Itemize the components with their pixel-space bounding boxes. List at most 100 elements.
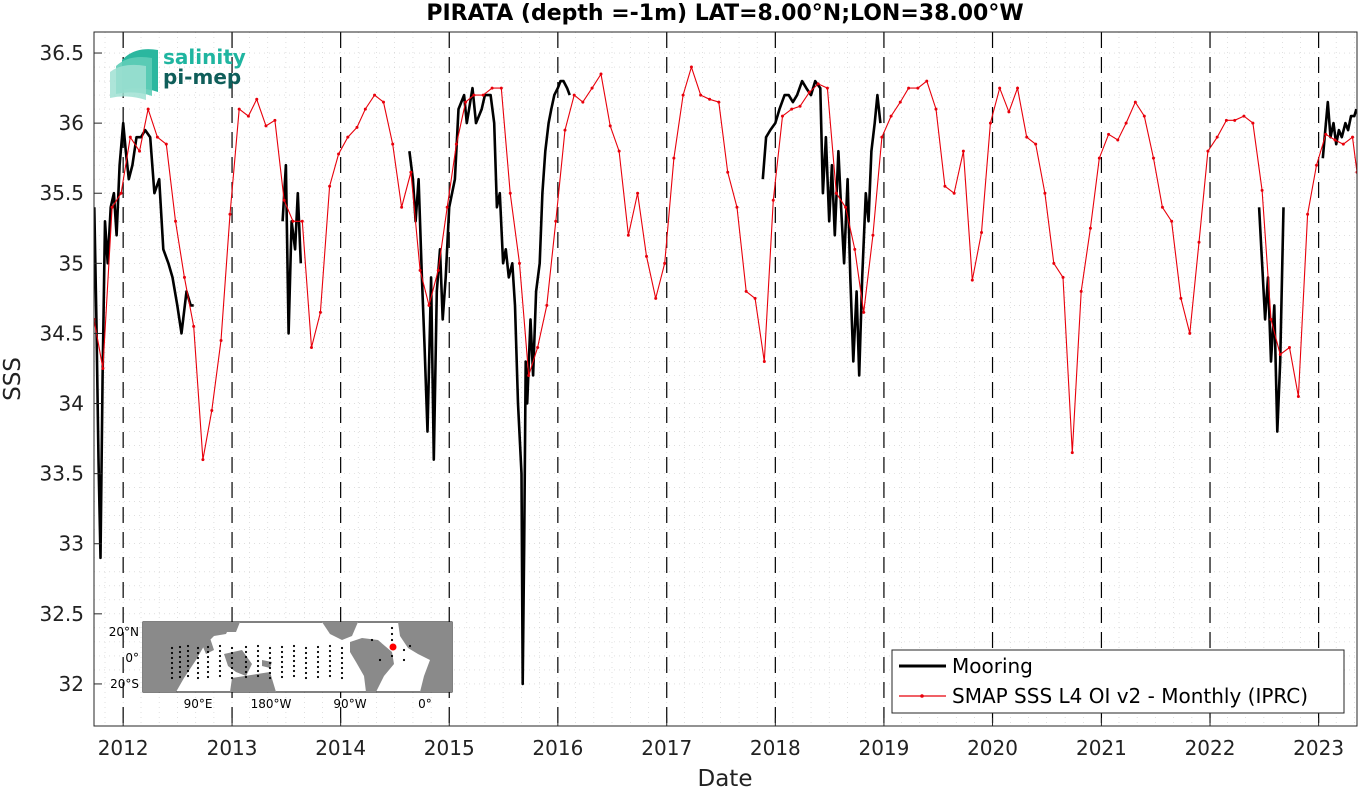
smap-point (1278, 352, 1282, 356)
inset-map-dot (178, 645, 182, 649)
smap-point (907, 86, 911, 90)
inset-map-dot (316, 675, 320, 679)
inset-map-dot (408, 644, 412, 648)
y-tick-label: 32.5 (39, 602, 84, 626)
inset-map-dot (304, 666, 308, 670)
smap-point (689, 65, 693, 69)
inset-map-mooring-dots (170, 626, 412, 680)
x-tick-label: 2019 (858, 736, 909, 760)
smap-point (282, 198, 286, 202)
smap-point (545, 303, 549, 307)
inset-map-land (143, 622, 452, 692)
smap-point (654, 296, 658, 300)
inset-map-dot (280, 675, 284, 679)
inset-map-dot (244, 655, 248, 659)
smap-point (862, 310, 866, 314)
smap-point (880, 135, 884, 139)
smap-point (517, 261, 521, 265)
y-tick-label: 36.5 (39, 41, 84, 65)
chart-title: PIRATA (depth =-1m) LAT=8.00°N;LON=38.00… (426, 1, 1023, 26)
inset-map-dot (316, 650, 320, 654)
inset-map-lat-ticks: 20°N 0° 20°S (109, 625, 139, 691)
logo-text-salinity: salinity (163, 45, 246, 69)
y-tick-label: 35.5 (39, 181, 84, 205)
mooring-line-segment (761, 79, 882, 377)
smap-point (952, 191, 956, 195)
inset-map-dot (292, 659, 296, 663)
smap-point (1151, 156, 1155, 160)
smap-point (762, 359, 766, 363)
inset-map-dot (402, 648, 406, 652)
inset-map-dot (170, 671, 174, 675)
smap-point (1296, 395, 1300, 399)
smap-point (617, 149, 621, 153)
x-tick-label: 2013 (207, 736, 258, 760)
y-axis-label: SSS (0, 357, 26, 401)
smap-point (1315, 163, 1319, 167)
inset-map-dot (256, 659, 260, 663)
smap-point (554, 219, 558, 223)
smap-point (898, 100, 902, 104)
inset-map-dot (170, 676, 174, 680)
smap-point (499, 86, 503, 90)
smap-point (508, 191, 512, 195)
inset-map-dot (328, 649, 332, 653)
smap-point (318, 310, 322, 314)
inset-map-dot (280, 670, 284, 674)
smap-point (1287, 345, 1291, 349)
inset-map-dot (316, 670, 320, 674)
inset-map-dot (256, 674, 260, 678)
inset-map-dot (230, 651, 234, 655)
smap-point (645, 254, 649, 258)
inset-map-dot (196, 656, 200, 660)
smap-point (1251, 121, 1255, 125)
smap-point (464, 100, 468, 104)
smap-point (146, 107, 150, 111)
inset-map-dot (328, 674, 332, 678)
inset-map-dot (244, 650, 248, 654)
smap-point (798, 104, 802, 108)
y-tick-label: 34.5 (39, 321, 84, 345)
inset-map-dot (170, 661, 174, 665)
inset-map-dot (186, 664, 190, 668)
smap-point (1116, 138, 1120, 142)
inset-map-dot (316, 665, 320, 669)
smap-point (1043, 191, 1047, 195)
smap-line (94, 65, 1357, 460)
x-tick-label: 2023 (1293, 736, 1344, 760)
smap-point (346, 135, 350, 139)
inset-map-dot (292, 669, 296, 673)
smap-point (1206, 149, 1210, 153)
inset-map-dot (402, 658, 406, 662)
smap-point (998, 86, 1002, 90)
smap-point (970, 278, 974, 282)
smap-point (210, 409, 214, 413)
x-tick-label: 2012 (98, 736, 149, 760)
inset-map-dot (280, 650, 284, 654)
inset-map-dot (178, 650, 182, 654)
inset-map-dot (268, 671, 272, 675)
year-dashed-lines (122, 32, 1320, 726)
inset-map-dot (390, 638, 394, 642)
smap-point (1007, 110, 1011, 114)
smap-point (1052, 261, 1056, 265)
smap-point (101, 366, 105, 370)
smap-point (219, 338, 223, 342)
inset-map-dot (292, 654, 296, 658)
legend-entry-mooring: Mooring (952, 654, 1033, 678)
inset-map-dot (256, 669, 260, 673)
inset-map-dot (218, 669, 222, 673)
smap-point (717, 100, 721, 104)
inset-map-dot (292, 664, 296, 668)
smap-point (834, 191, 838, 195)
legend-swatch-smap-marker (920, 694, 924, 698)
inset-map-dot (268, 666, 272, 670)
smap-point (472, 93, 476, 97)
inset-map-dot (186, 654, 190, 658)
inset-map-dot (230, 661, 234, 665)
inset-map-dot (304, 676, 308, 680)
smap-point (1160, 205, 1164, 209)
smap-point (1242, 114, 1246, 118)
inset-map: 20°N 0° 20°S 90°E 180°W 90°W 0° (109, 621, 453, 711)
smap-point (889, 114, 893, 118)
